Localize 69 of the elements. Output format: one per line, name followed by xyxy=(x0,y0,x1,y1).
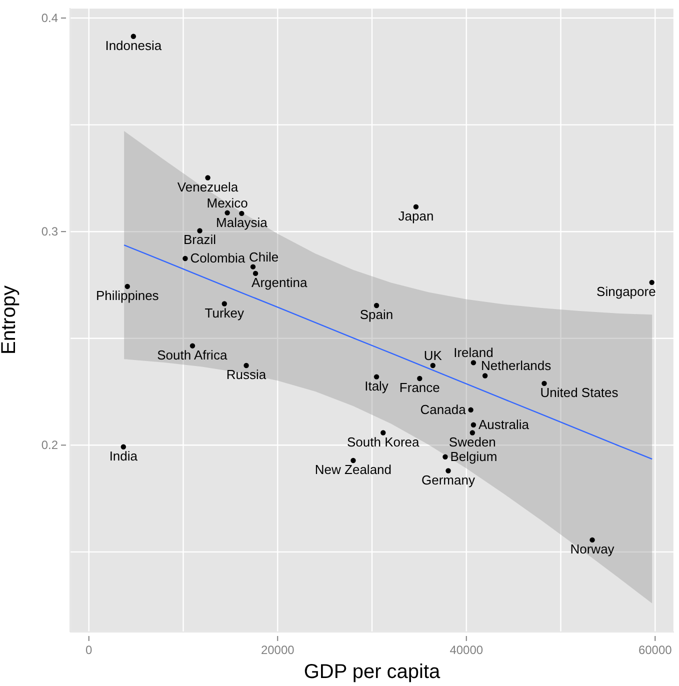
annotation: New Zealand xyxy=(314,462,392,478)
annotation: Turkey xyxy=(204,305,245,320)
annotation: Russia xyxy=(226,366,267,382)
point xyxy=(413,204,419,210)
point xyxy=(350,458,356,464)
point xyxy=(190,343,196,348)
annotation: Norway xyxy=(570,541,615,556)
point xyxy=(380,430,386,436)
point xyxy=(244,362,249,368)
y-axis-title: Entropy xyxy=(0,286,20,354)
annotation: Netherlands xyxy=(481,358,552,374)
point xyxy=(470,360,476,366)
annotation: South Africa xyxy=(157,347,228,362)
annotation: United States xyxy=(540,384,619,400)
point xyxy=(250,264,256,270)
point xyxy=(470,430,476,436)
point xyxy=(542,380,547,386)
annotation: South Korea xyxy=(347,434,420,450)
annotation: France xyxy=(399,380,440,396)
annotation: Argentina xyxy=(252,274,308,290)
point xyxy=(130,34,136,40)
point xyxy=(470,422,476,428)
point xyxy=(482,373,488,378)
x-tick-label: 40000 xyxy=(450,643,484,657)
annotation: Belgium xyxy=(450,448,498,464)
annotation: UK xyxy=(424,348,442,363)
point xyxy=(590,537,595,543)
annotation: India xyxy=(109,448,138,464)
x-tick-label: 20000 xyxy=(260,643,295,657)
annotation: Japan xyxy=(398,208,434,224)
annotation: Germany xyxy=(422,472,476,488)
point xyxy=(120,444,126,450)
point xyxy=(417,376,422,382)
point xyxy=(239,210,244,216)
point xyxy=(252,270,258,276)
annotation: Malaysia xyxy=(216,214,268,230)
point xyxy=(649,280,654,286)
annotation: Colombia xyxy=(190,250,246,266)
annotation: Spain xyxy=(360,306,394,322)
y-tick-label: 0.3 xyxy=(41,224,58,239)
x-tick-label: 60000 xyxy=(638,643,672,657)
point xyxy=(224,210,230,216)
annotation: Chile xyxy=(248,249,279,264)
point xyxy=(124,284,130,290)
x-tick-label: 0 xyxy=(86,643,93,657)
annotation: Canada xyxy=(420,402,467,417)
annotation: Singapore xyxy=(596,284,656,299)
point xyxy=(446,468,451,474)
point xyxy=(182,256,188,262)
y-tick-label: 0.4 xyxy=(41,11,58,26)
annotation: Philippines xyxy=(96,288,160,303)
annotation: Indonesia xyxy=(105,38,162,53)
annotation: Australia xyxy=(478,416,530,432)
point xyxy=(374,374,380,380)
annotation: Ireland xyxy=(454,345,494,360)
point xyxy=(197,228,202,234)
annotation: Mexico xyxy=(206,195,248,210)
point xyxy=(374,302,380,308)
y-tick-label: 0.2 xyxy=(41,438,58,452)
annotation: Italy xyxy=(364,378,389,394)
annotation: Sweden xyxy=(448,434,496,450)
point xyxy=(468,407,474,413)
annotation: Venezuela xyxy=(177,179,239,194)
x-axis-title: GDP per capita xyxy=(304,661,442,683)
point xyxy=(205,175,210,180)
point xyxy=(430,362,436,368)
point xyxy=(222,301,227,306)
point xyxy=(442,454,448,460)
annotation: Brazil xyxy=(184,232,216,248)
